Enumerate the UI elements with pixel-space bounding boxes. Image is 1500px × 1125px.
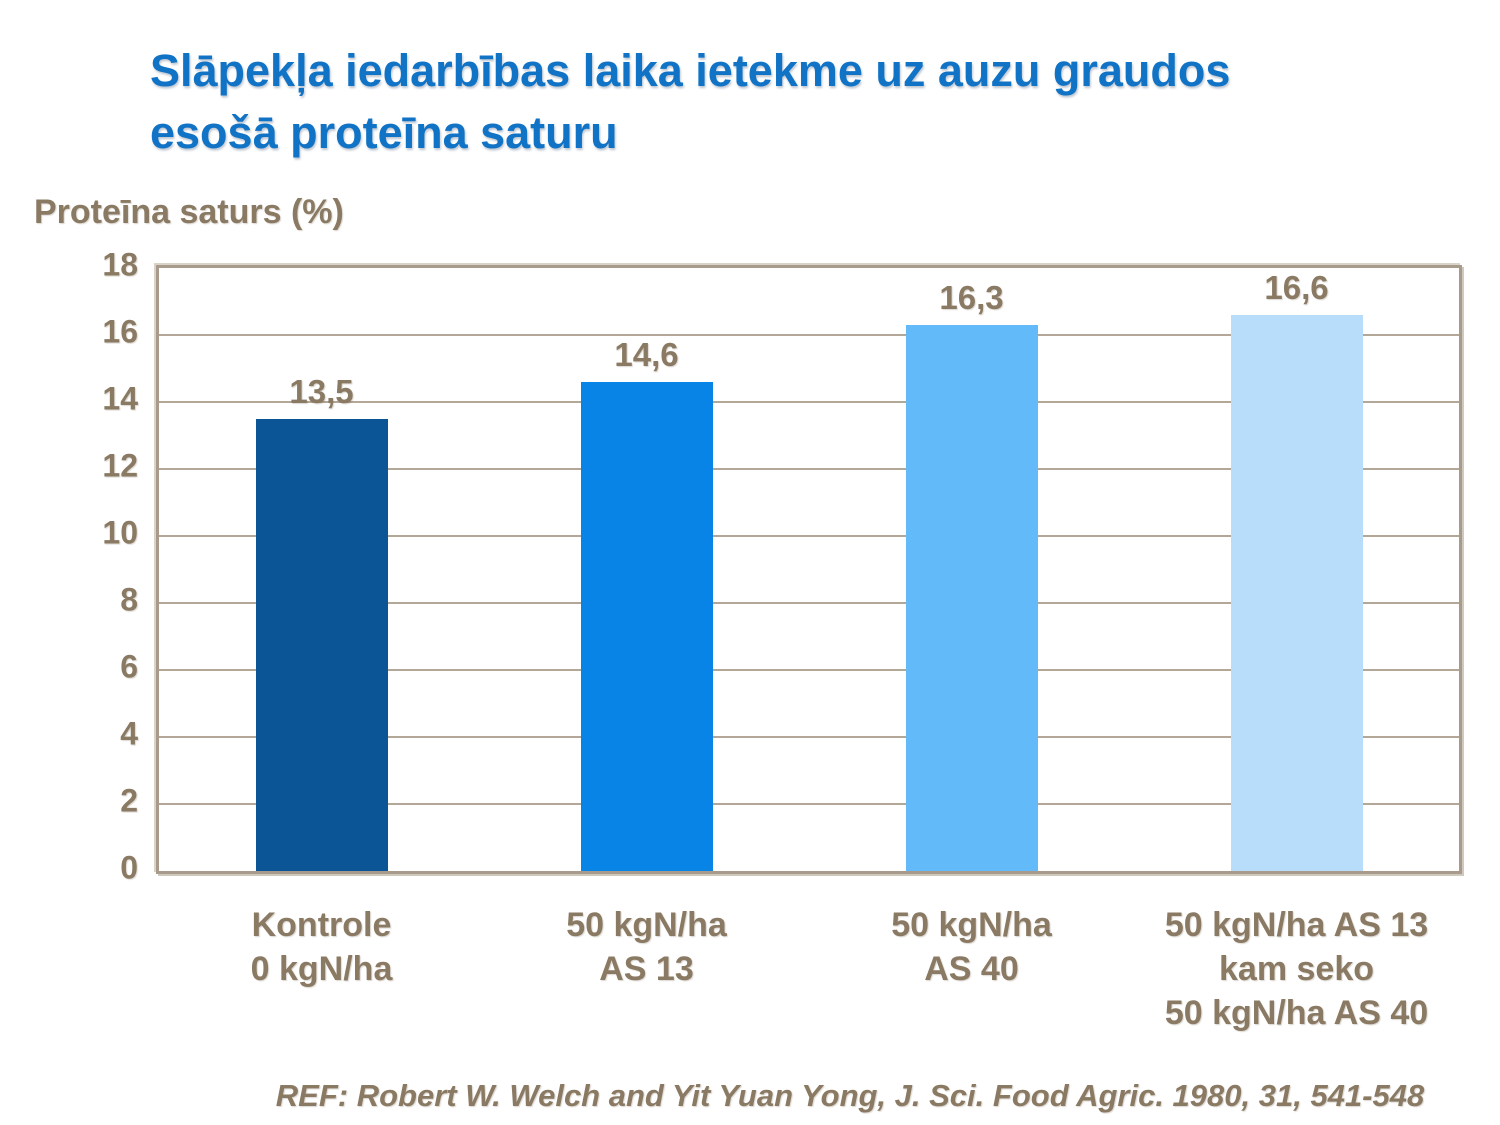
- y-tick-label: 8: [120, 581, 138, 618]
- bar-value-label: 13,5: [289, 372, 354, 410]
- bar-value-label: 16,3: [939, 278, 1004, 316]
- y-axis-ticks: 18 16 14 12 10 8 6 4 2 0: [0, 247, 138, 886]
- slide-title-line2: esošā proteīna saturu: [150, 107, 618, 159]
- x-category-label-line: 50 kgN/ha AS 40: [1164, 994, 1429, 1032]
- y-tick-label: 16: [102, 313, 138, 350]
- x-category-label-line: AS 13: [599, 950, 694, 988]
- x-category-label: 50 kgN/ha AS 13: [566, 903, 727, 991]
- x-category-label: 50 kgN/ha AS 13 kam seko 50 kgN/ha AS 40: [1165, 903, 1428, 1035]
- y-tick-label: 10: [102, 514, 138, 551]
- y-tick-label: 0: [120, 849, 138, 886]
- x-axis-labels: Kontrole 0 kgN/ha 50 kgN/ha AS 13 50 kgN/ha A…: [159, 903, 1459, 1053]
- y-tick-label: 12: [102, 447, 138, 484]
- gridline: [159, 401, 1459, 403]
- x-category-label-line: AS 40: [924, 950, 1019, 988]
- gridline: [159, 535, 1459, 537]
- x-category-label-line: Kontrole: [251, 906, 392, 944]
- x-category-label: Kontrole 0 kgN/ha: [251, 903, 393, 991]
- bar-3: [905, 324, 1038, 871]
- gridline: [159, 602, 1459, 604]
- gridline: [159, 736, 1459, 738]
- bar-value-label: 16,6: [1264, 268, 1329, 306]
- bar-2: [580, 381, 713, 871]
- y-tick-label: 14: [102, 380, 138, 417]
- x-category-label: 50 kgN/ha AS 40: [891, 903, 1052, 991]
- y-tick-label: 6: [120, 648, 138, 685]
- x-category-label-line: kam seko: [1219, 950, 1374, 988]
- y-tick-label: 2: [120, 782, 138, 819]
- plot-area: 13,5 14,6 16,3 16,6: [156, 265, 1462, 874]
- bar-1: [255, 418, 388, 871]
- reference-text: REF: Robert W. Welch and Yit Yuan Yong, …: [275, 1078, 1425, 1113]
- y-tick-label: 18: [102, 246, 138, 283]
- bar-value-label: 14,6: [614, 335, 679, 373]
- slide-title: Slāpekļa iedarbības laika ietekme uz auz…: [150, 40, 1230, 164]
- y-axis-title: Proteīna saturs (%): [34, 193, 344, 231]
- bar-4: [1230, 314, 1363, 871]
- x-category-label-line: 0 kgN/ha: [250, 950, 393, 988]
- slide-title-line1: Slāpekļa iedarbības laika ietekme uz auz…: [150, 45, 1231, 96]
- y-tick-label: 4: [120, 715, 138, 752]
- gridline: [159, 803, 1459, 805]
- gridline: [159, 669, 1459, 671]
- gridline: [159, 468, 1459, 470]
- x-category-label-line: 50 kgN/ha: [891, 906, 1052, 944]
- x-category-label-line: 50 kgN/ha: [566, 906, 727, 944]
- gridline: [159, 334, 1459, 336]
- x-category-label-line: 50 kgN/ha AS 13: [1164, 906, 1429, 944]
